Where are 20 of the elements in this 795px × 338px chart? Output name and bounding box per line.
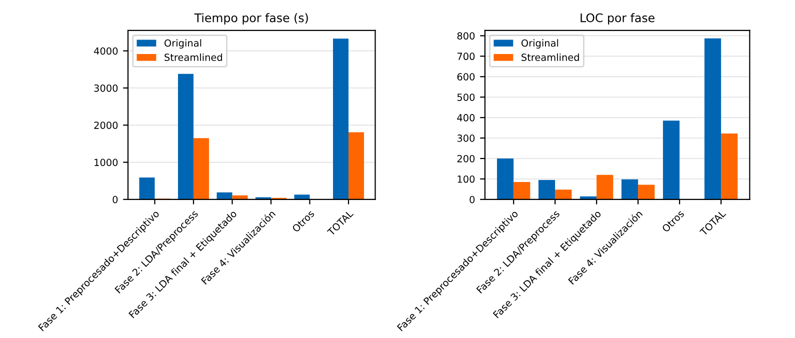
y-tick-label: 2000 [94, 122, 118, 129]
y-tick-label: 700 [457, 52, 475, 60]
legend-label: Streamlined [164, 53, 222, 61]
y-tick-label: 500 [457, 94, 475, 101]
y-tick-label: 600 [457, 73, 475, 80]
legend-label: Original [521, 39, 558, 49]
chart-title: Tiempo por fase (s) [194, 13, 308, 25]
legend-label: Original [164, 39, 202, 49]
y-tick-label: 0 [112, 196, 118, 204]
y-tick-label: 3000 [94, 84, 118, 92]
y-tick-label: 400 [457, 114, 475, 122]
y-tick-label: 800 [457, 32, 475, 40]
y-tick-label: 0 [470, 196, 475, 204]
y-tick-label: 4000 [94, 47, 118, 55]
y-tick-label: 300 [457, 134, 475, 142]
y-tick-label: 100 [458, 175, 475, 183]
y-tick-label: 1000 [94, 158, 118, 166]
chart-title: LOC por fase [580, 13, 654, 25]
y-tick-label: 200 [457, 154, 475, 162]
legend-label: Streamlined [522, 53, 579, 61]
